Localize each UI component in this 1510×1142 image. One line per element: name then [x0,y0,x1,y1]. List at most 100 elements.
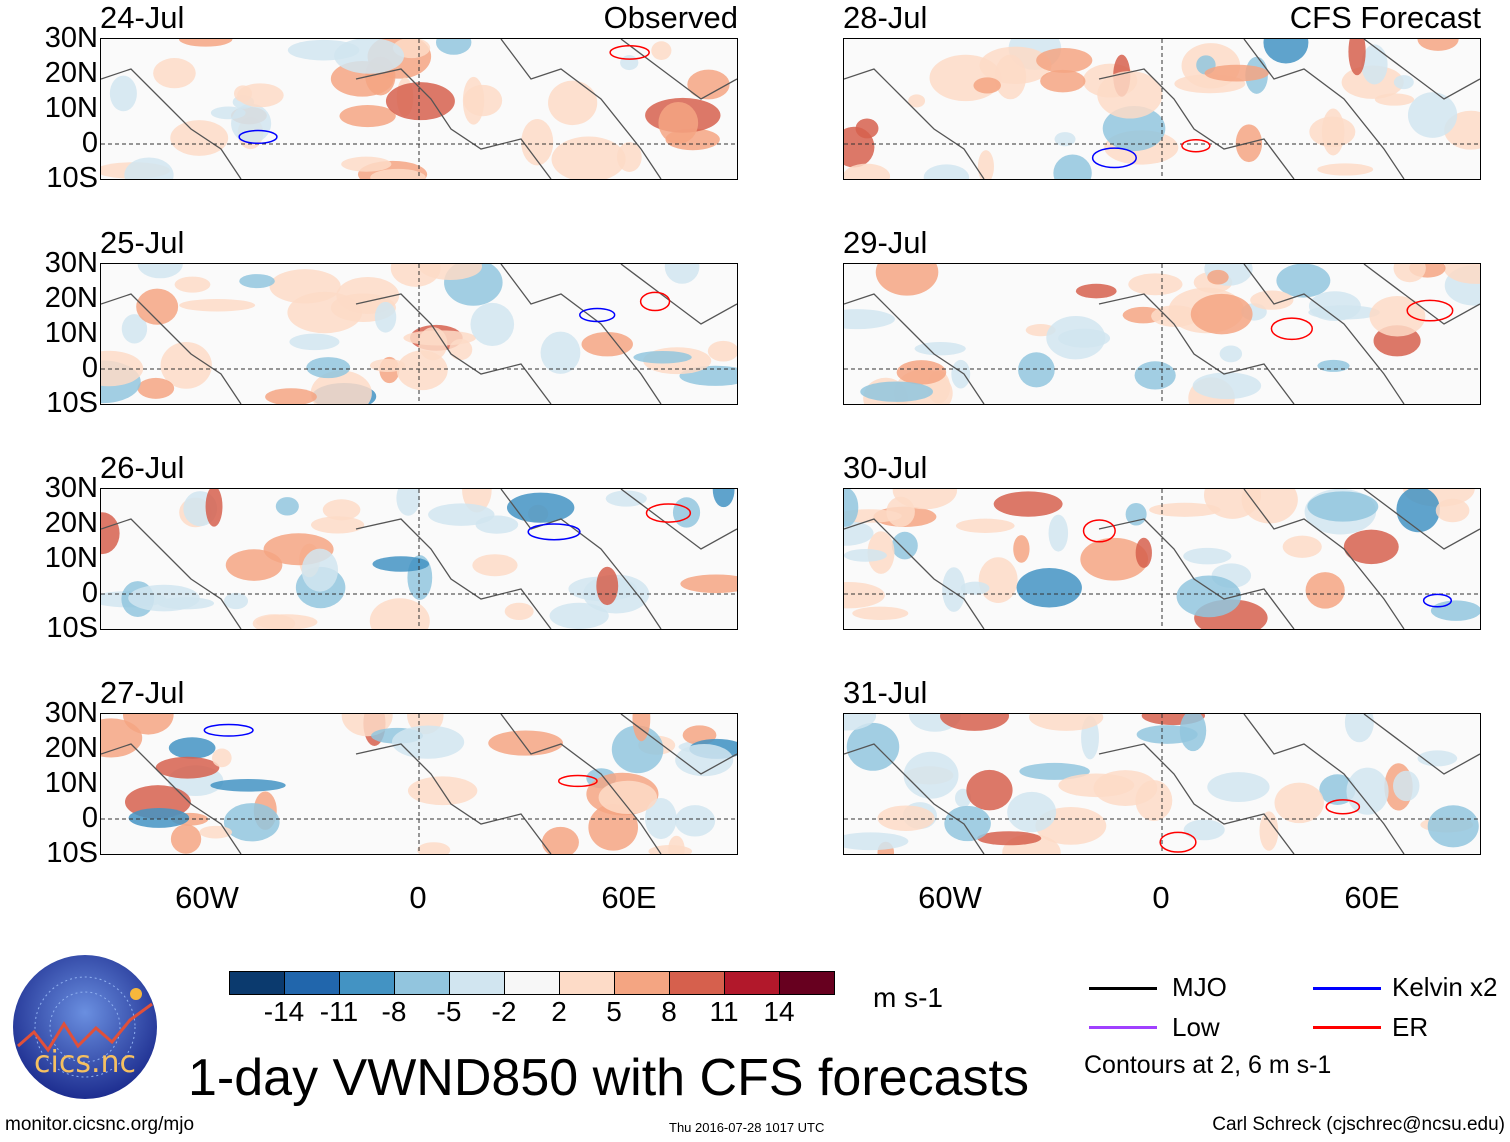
negative-wind-anomaly [844,714,877,731]
negative-wind-anomaly [1396,489,1440,533]
positive-wind-anomaly [1321,108,1345,156]
negative-wind-anomaly [210,106,246,120]
negative-wind-anomaly [1319,774,1356,805]
positive-wind-anomaly [1204,489,1262,519]
coastline [355,518,552,629]
map-area [100,713,738,855]
er-contour [1159,831,1197,853]
negative-wind-anomaly [1176,575,1242,618]
negative-wind-anomaly [1018,352,1055,388]
positive-wind-anomaly [101,512,120,555]
negative-wind-anomaly [1427,805,1479,848]
colorbar-swatch [340,972,395,994]
negative-wind-anomaly [664,264,700,284]
negative-wind-anomaly [1046,315,1106,360]
coastline [500,39,662,179]
colorbar-swatch [670,972,725,994]
positive-wind-anomaly [1075,283,1117,299]
positive-wind-anomaly [1393,264,1426,283]
colorbar-swatch [230,972,285,994]
positive-wind-anomaly [993,491,1063,517]
kelvin-contour [238,129,278,145]
negative-wind-anomaly [1219,345,1243,363]
negative-wind-anomaly [860,381,933,402]
negative-wind-anomaly [1179,714,1207,752]
negative-wind-anomaly [844,309,895,330]
panel-date: 29-Jul [843,225,928,260]
negative-wind-anomaly [428,503,495,526]
lon-label: 60W [175,880,239,915]
coastline [844,518,985,629]
panel-label: Observed [603,0,738,35]
lat-label: 10S [46,837,98,869]
footer-url: monitor.cicsnc.org/mjo [5,1114,195,1135]
negative-wind-anomaly [470,302,515,346]
positive-wind-anomaly [908,94,926,108]
negative-wind-anomaly [1393,770,1420,802]
positive-wind-anomaly [1207,269,1229,285]
coastline [500,264,662,404]
lat-label: 30N [44,247,98,279]
panel-date: 24-Jul [100,0,185,35]
positive-wind-anomaly [1151,305,1199,327]
positive-wind-anomaly [311,516,365,534]
positive-wind-anomaly [1149,502,1221,517]
positive-wind-anomaly [978,557,1018,604]
footer-timestamp: Thu 2016-07-28 1017 UTC [669,1120,825,1135]
positive-wind-anomaly [265,388,317,404]
positive-wind-anomaly [179,298,256,312]
negative-wind-anomaly [109,75,137,112]
coastline [844,68,985,179]
legend-kelvin-label: Kelvin x2 [1392,972,1498,1002]
positive-wind-anomaly [680,574,737,594]
coastline [620,489,737,550]
colorbar-swatch [505,972,560,994]
positive-wind-anomaly [955,518,1015,533]
negative-wind-anomaly [1344,714,1374,743]
negative-wind-anomaly [960,581,990,595]
negative-wind-anomaly [923,164,970,179]
colorbar-tick-label: 2 [551,996,567,1027]
coastline [1098,293,1295,404]
coastline [1098,518,1295,629]
cics-logo: cics.nc [13,955,157,1099]
map-area [100,38,738,180]
positive-wind-anomaly [1435,498,1470,523]
positive-wind-anomaly [178,39,233,47]
negative-wind-anomaly [1053,154,1092,179]
positive-wind-anomaly [596,566,619,606]
positive-wind-anomaly [385,82,455,121]
coastline [1363,489,1480,550]
panel-date: 30-Jul [843,450,928,485]
positive-wind-anomaly [174,276,211,293]
negative-wind-anomaly [128,808,190,828]
positive-wind-anomaly [852,606,909,621]
legend-low-label: Low [1172,1012,1220,1042]
negative-wind-anomaly [844,549,887,562]
lat-label: 20N [44,732,98,764]
negative-wind-anomaly [1430,600,1480,621]
negative-wind-anomaly [128,584,200,612]
positive-wind-anomaly [1190,293,1253,335]
colorbar-tick-label: -8 [381,996,407,1027]
positive-wind-anomaly [170,120,229,156]
positive-wind-anomaly [1374,93,1415,106]
positive-wind-anomaly [940,714,1010,731]
negative-wind-anomaly [605,490,647,507]
negative-wind-anomaly [903,751,959,799]
negative-wind-anomaly [1263,39,1309,64]
coastline [1098,68,1295,179]
coastline [844,743,985,854]
panel-date: 26-Jul [100,450,185,485]
lon-label: 60W [918,880,982,915]
positive-wind-anomaly [651,41,672,60]
positive-wind-anomaly [252,614,296,629]
positive-wind-anomaly [369,598,430,629]
coastline [500,489,662,629]
map-area [843,263,1481,405]
coastline [1363,39,1480,100]
positive-wind-anomaly [1274,782,1324,824]
colorbar [229,971,835,995]
colorbar-swatch [725,972,780,994]
